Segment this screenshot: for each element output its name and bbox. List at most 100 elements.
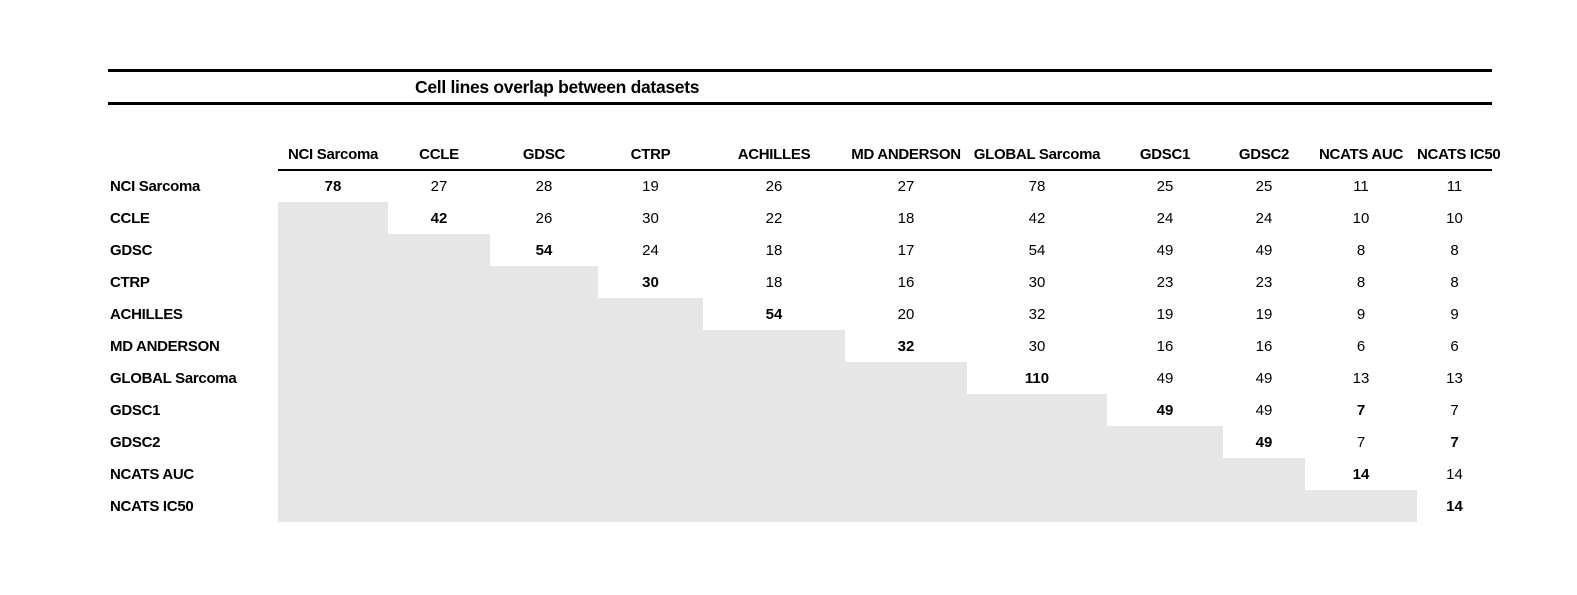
overlap-cell: 24 — [1156, 209, 1174, 227]
empty-cell-shaded — [278, 234, 388, 266]
overlap-cell: 7 — [1450, 433, 1459, 451]
table-row: NCATS IC50 14 — [108, 490, 1492, 522]
overlap-cell: 54 — [765, 305, 783, 323]
overlap-cell: 24 — [642, 241, 659, 259]
row-label: GDSC2 — [110, 433, 161, 451]
row-label: CCLE — [110, 209, 150, 227]
empty-cell-shaded — [1223, 458, 1305, 490]
table-row: GDSC2 49 7 7 — [108, 426, 1492, 458]
column-header: GDSC1 — [1107, 105, 1223, 171]
table-row: CTRP 30 18 16 30 23 23 8 8 — [108, 266, 1492, 298]
overlap-cell: 8 — [1356, 273, 1366, 291]
column-header: NCATS AUC — [1305, 105, 1417, 171]
overlap-cell: 6 — [1356, 337, 1366, 355]
empty-cell-shaded — [703, 426, 845, 458]
empty-cell-shaded — [967, 458, 1107, 490]
overlap-cell: 30 — [642, 273, 659, 291]
row-label: CTRP — [110, 273, 150, 291]
table-row: GDSC 54 24 18 17 54 49 49 8 8 — [108, 234, 1492, 266]
overlap-cell: 78 — [324, 178, 342, 195]
overlap-matrix: NCI Sarcoma CCLE GDSC CTRP ACHILLES MD ANDERS… — [108, 105, 1501, 522]
table-row: MD ANDERSON 32 30 16 16 6 6 — [108, 330, 1492, 362]
overlap-cell: 14 — [1446, 465, 1463, 483]
overlap-cell: 54 — [1028, 241, 1046, 259]
overlap-cell: 6 — [1450, 337, 1459, 355]
empty-cell-shaded — [1223, 490, 1305, 522]
empty-cell-shaded — [490, 490, 598, 522]
empty-cell-shaded — [388, 362, 490, 394]
table-row: NCATS AUC 14 14 — [108, 458, 1492, 490]
row-label: NCATS IC50 — [110, 497, 194, 515]
overlap-cell: 9 — [1450, 305, 1459, 323]
empty-cell-shaded — [845, 490, 967, 522]
empty-cell-shaded — [490, 458, 598, 490]
column-header: MD ANDERSON — [845, 105, 967, 171]
overlap-cell: 7 — [1356, 401, 1366, 419]
overlap-cell: 49 — [1255, 401, 1273, 419]
column-header: NCATS IC50 — [1417, 105, 1501, 171]
overlap-cell: 23 — [1255, 273, 1273, 291]
overlap-cell: 30 — [1028, 273, 1046, 291]
empty-cell-shaded — [598, 458, 703, 490]
overlap-cell: 18 — [765, 241, 783, 259]
overlap-cell: 25 — [1255, 178, 1273, 195]
title-bottom-rule — [108, 102, 1492, 105]
empty-cell-shaded — [703, 394, 845, 426]
column-header: GDSC — [490, 105, 598, 171]
empty-cell-shaded — [278, 426, 388, 458]
column-header: GLOBAL Sarcoma — [967, 105, 1107, 171]
empty-cell-shaded — [278, 266, 388, 298]
empty-cell-shaded — [388, 298, 490, 330]
corner-cell — [108, 105, 278, 170]
empty-cell-shaded — [490, 362, 598, 394]
overlap-cell: 30 — [642, 209, 659, 227]
overlap-cell: 54 — [535, 241, 553, 259]
overlap-cell: 22 — [765, 209, 783, 227]
overlap-cell: 42 — [430, 209, 448, 227]
overlap-cell: 110 — [1024, 369, 1050, 387]
overlap-cell: 8 — [1356, 241, 1366, 259]
empty-cell-shaded — [388, 394, 490, 426]
overlap-cell: 32 — [897, 337, 915, 355]
empty-cell-shaded — [703, 458, 845, 490]
overlap-cell: 23 — [1156, 273, 1174, 291]
column-header: GDSC2 — [1223, 105, 1305, 171]
empty-cell-shaded — [967, 490, 1107, 522]
overlap-cell: 49 — [1255, 241, 1273, 259]
empty-cell-shaded — [845, 458, 967, 490]
row-label: GDSC1 — [110, 401, 161, 419]
overlap-table: Cell lines overlap between datasets NCI … — [108, 69, 1501, 522]
overlap-cell: 7 — [1356, 433, 1366, 451]
empty-cell-shaded — [598, 362, 703, 394]
overlap-cell: 20 — [897, 305, 915, 323]
empty-cell-shaded — [278, 362, 388, 394]
overlap-cell: 27 — [430, 178, 448, 195]
empty-cell-shaded — [490, 394, 598, 426]
row-label: MD ANDERSON — [110, 337, 220, 355]
overlap-cell: 10 — [1446, 209, 1463, 227]
empty-cell-shaded — [278, 202, 388, 234]
empty-cell-shaded — [490, 330, 598, 362]
empty-cell-shaded — [1107, 458, 1223, 490]
overlap-cell: 16 — [1156, 337, 1174, 355]
table-row: CCLE 42 26 30 22 18 42 24 24 10 10 — [108, 202, 1492, 234]
row-label: NCI Sarcoma — [110, 177, 201, 195]
row-label: NCATS AUC — [110, 465, 194, 483]
top-rule — [108, 69, 1492, 72]
overlap-cell: 42 — [1028, 209, 1046, 227]
table-row: GDSC1 49 49 7 7 — [108, 394, 1492, 426]
empty-cell-shaded — [388, 490, 490, 522]
overlap-cell: 11 — [1353, 178, 1369, 195]
empty-cell-shaded — [1107, 426, 1223, 458]
overlap-cell: 16 — [897, 273, 915, 291]
overlap-cell: 14 — [1352, 465, 1370, 483]
empty-cell-shaded — [703, 490, 845, 522]
column-header: CCLE — [388, 105, 490, 171]
table-title: Cell lines overlap between datasets — [415, 76, 700, 97]
empty-cell-shaded — [278, 394, 388, 426]
overlap-cell: 18 — [897, 209, 915, 227]
empty-cell-shaded — [703, 362, 845, 394]
overlap-cell: 17 — [897, 241, 915, 259]
empty-cell-shaded — [703, 330, 845, 362]
